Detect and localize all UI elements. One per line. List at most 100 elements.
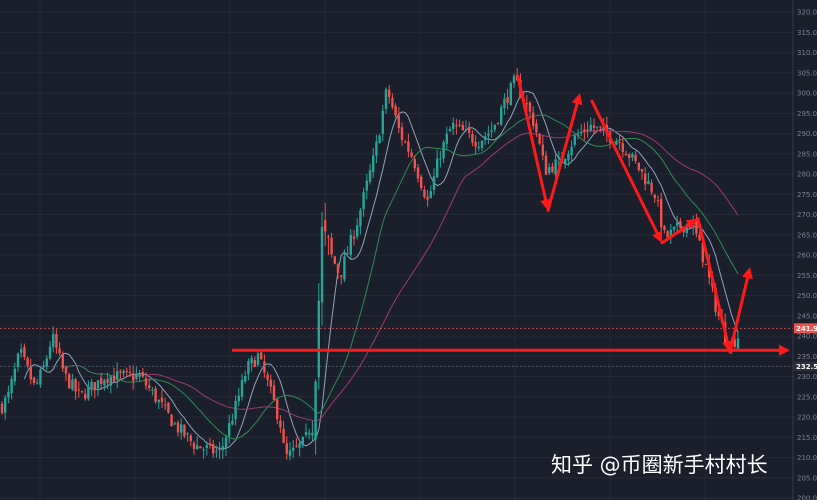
moving-average-line <box>145 130 739 422</box>
candle-body <box>170 414 173 427</box>
candle-body <box>704 263 708 265</box>
candle-body <box>253 359 256 367</box>
y-tick-label: 295.0 <box>797 110 817 118</box>
candle-body <box>567 153 570 161</box>
candle-body <box>80 390 84 392</box>
candle-body <box>442 142 445 159</box>
candle-body <box>634 154 637 161</box>
candle-body <box>468 126 471 133</box>
candle-body <box>496 122 500 124</box>
candle-body <box>71 379 74 390</box>
y-tick-label: 310.0 <box>797 49 817 57</box>
candle-body <box>237 395 240 402</box>
candle-body <box>650 182 653 193</box>
candle-body <box>125 370 128 372</box>
candle-body <box>20 349 23 353</box>
candle-body <box>138 374 141 377</box>
candle-body <box>474 142 477 147</box>
candle-body <box>448 129 452 132</box>
y-tick-label: 260.0 <box>797 252 817 260</box>
candle-body <box>298 443 301 448</box>
candle-body <box>7 391 10 398</box>
trend-arrow-line <box>660 220 695 245</box>
candle-body <box>528 102 532 112</box>
candle-body <box>96 380 100 388</box>
trend-arrow-line <box>516 75 549 207</box>
candle-body <box>538 134 541 144</box>
candle-body <box>525 103 528 105</box>
support-arrow-head <box>779 344 790 356</box>
candle-body <box>647 181 650 184</box>
candle-body <box>295 445 298 447</box>
candle-body <box>503 98 506 109</box>
candle-body <box>391 97 394 108</box>
y-tick-label: 205.0 <box>797 474 817 482</box>
candle-body <box>477 146 480 148</box>
candle-body <box>244 375 247 382</box>
y-tick-label: 215.0 <box>797 434 817 442</box>
trend-arrow-head <box>685 218 698 230</box>
candle-body <box>0 403 4 414</box>
candle-body <box>164 404 167 406</box>
candle-body <box>45 358 48 367</box>
candle-body <box>596 126 599 128</box>
price-badge <box>794 361 817 372</box>
y-tick-label: 255.0 <box>797 272 817 280</box>
candle-body <box>77 389 80 391</box>
candle-body <box>317 300 320 378</box>
candle-body <box>388 89 391 98</box>
candle-body <box>589 124 592 131</box>
candle-body <box>308 432 311 435</box>
candle-body <box>148 385 151 389</box>
candle-body <box>410 152 413 157</box>
price-axis-panel <box>793 0 817 500</box>
candle-body <box>135 374 138 379</box>
candle-body <box>621 143 624 153</box>
moving-average-line <box>65 114 739 440</box>
candle-body <box>26 357 29 366</box>
candle-body <box>48 346 52 359</box>
candle-body <box>669 230 672 237</box>
candle-body <box>461 124 464 131</box>
y-tick-label: 240.0 <box>797 333 817 341</box>
candle-body <box>349 234 352 255</box>
y-tick-label: 315.0 <box>797 29 817 37</box>
candle-body <box>436 158 439 178</box>
candle-body <box>471 134 474 143</box>
candle-body <box>400 127 404 140</box>
y-tick-label: 210.0 <box>797 454 817 462</box>
candle-body <box>112 375 116 382</box>
candle-body <box>116 371 119 380</box>
candle-body <box>714 287 717 312</box>
candle-body <box>698 234 701 241</box>
candle-body <box>103 380 106 386</box>
trend-arrow-head <box>742 267 753 280</box>
candle-body <box>64 366 68 374</box>
candle-body <box>288 450 292 456</box>
candle-body <box>42 365 45 368</box>
y-tick-label: 200.0 <box>797 495 817 500</box>
candle-body <box>202 449 205 451</box>
candle-body <box>352 236 356 239</box>
candle-body <box>304 431 308 435</box>
candle-body <box>260 352 263 359</box>
candle-body <box>695 221 698 234</box>
candle-body <box>644 173 647 185</box>
candle-body <box>336 264 340 273</box>
candle-body <box>404 141 407 143</box>
candle-body <box>666 231 669 238</box>
candle-body <box>87 386 90 399</box>
candle-body <box>506 97 509 103</box>
candle-body <box>263 361 266 373</box>
candle-body <box>576 134 580 136</box>
candle-body <box>557 157 560 159</box>
candle-body <box>36 382 39 384</box>
candle-body <box>413 159 416 169</box>
candle-body <box>199 446 202 449</box>
y-tick-label: 225.0 <box>797 393 817 401</box>
candle-body <box>548 167 551 174</box>
price-badge-label: 241.9 <box>796 325 817 333</box>
y-tick-label: 290.0 <box>797 130 817 138</box>
candle-body <box>240 379 244 397</box>
